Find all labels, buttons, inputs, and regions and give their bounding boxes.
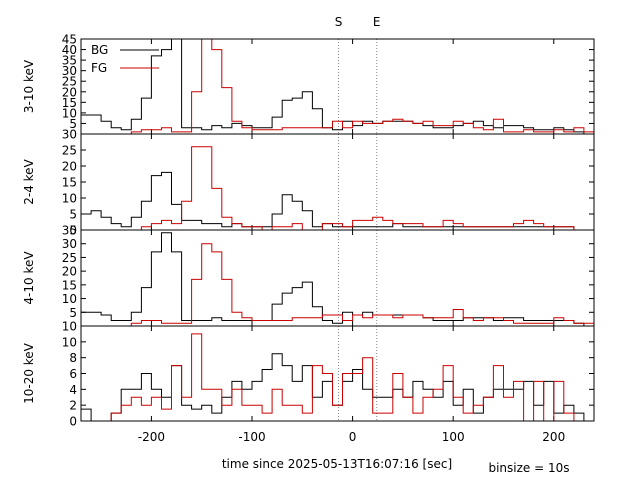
x-axis-label: time since 2025-05-13T16:07:16 [sec] [222, 457, 452, 471]
y-tick-label: 30 [62, 128, 77, 142]
y-tick-label: 25 [62, 144, 77, 158]
y-tick-label: 5 [69, 208, 77, 222]
series-FG-line [81, 243, 594, 327]
series-FG-line [81, 333, 594, 422]
x-tick-label: 200 [542, 430, 565, 444]
x-tick-label: -100 [238, 430, 265, 444]
y-tick-label: 35 [62, 54, 77, 68]
x-tick-label: 100 [442, 430, 465, 444]
y-tick-label: 45 [62, 33, 77, 47]
panel-frame [80, 133, 595, 231]
x-tick-label: -200 [138, 430, 165, 444]
y-tick-label: 15 [62, 96, 77, 110]
y-tick-label: 30 [62, 64, 77, 78]
overlay-group: S E time since 2025-05-13T16:07:16 [sec]… [222, 15, 570, 475]
y-tick-label: 15 [62, 176, 77, 190]
series-BG-line [81, 353, 594, 422]
series-BG-line [81, 171, 594, 231]
y-tick-label: 25 [62, 75, 77, 89]
panel-2: 0 5 10 15 20 25 2-4 keV [22, 133, 595, 238]
series-BG-line [81, 38, 594, 135]
panel-4: 0 2 4 6 8 10 10-20 keV -200 -100 0 100 200 [22, 325, 595, 444]
y-tick-label: 10 [62, 335, 77, 349]
y-tick-label: 10 [62, 292, 77, 306]
series-FG-line [81, 146, 594, 231]
legend-label-FG: FG [91, 61, 107, 75]
y-tick-label: 0 [69, 415, 77, 429]
y-tick-label: 20 [62, 85, 77, 99]
y-tick-label: 20 [62, 160, 77, 174]
marker-label-E: E [373, 15, 381, 29]
y-tick-label: 20 [62, 265, 77, 279]
y-tick-label: 10 [62, 192, 77, 206]
series-FG-line [81, 38, 594, 135]
y-axis-label: 10-20 keV [22, 342, 36, 404]
y-tick-label: 35 [62, 224, 77, 238]
legend-label-BG: BG [91, 43, 108, 57]
panel-frame [80, 38, 595, 135]
y-tick-label: 5 [69, 306, 77, 320]
y-tick-label: 10 [62, 320, 77, 334]
y-tick-label: 4 [69, 383, 77, 397]
panel-frame [80, 229, 595, 327]
marker-label-S: S [335, 15, 343, 29]
y-tick-label: 5 [69, 117, 77, 131]
y-tick-label: 8 [69, 351, 77, 365]
series-BG-line [81, 232, 594, 327]
y-tick-label: 0 [69, 224, 77, 238]
legend: BG FG [91, 43, 159, 75]
y-axis-label: 3-10 keV [22, 59, 36, 113]
y-tick-label: 15 [62, 278, 77, 292]
y-tick-label: 40 [62, 43, 77, 57]
y-tick-label: 30 [62, 237, 77, 251]
y-tick-label: 2 [69, 399, 77, 413]
y-tick-label: 6 [69, 367, 77, 381]
binsize-label: binsize = 10s [488, 461, 569, 475]
y-tick-label: 10 [62, 106, 77, 120]
x-tick-label: 0 [349, 430, 357, 444]
y-tick-label: 25 [62, 251, 77, 265]
y-axis-label: 2-4 keV [22, 158, 36, 204]
y-axis-label: 4-10 keV [22, 251, 36, 305]
panel-frame [80, 325, 595, 422]
